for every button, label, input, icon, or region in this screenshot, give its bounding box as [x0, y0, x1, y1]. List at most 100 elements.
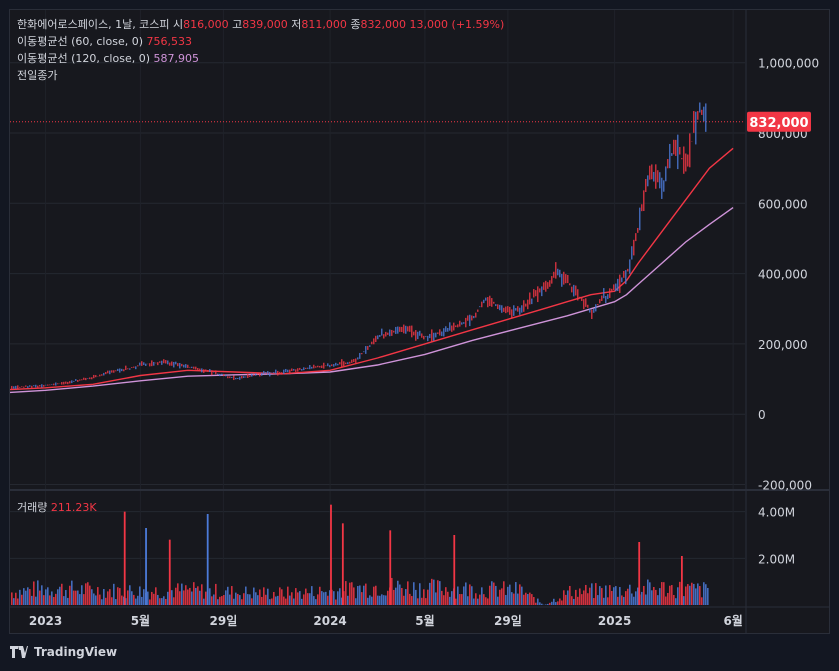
volume-bar — [25, 590, 27, 605]
volume-bar — [461, 594, 463, 605]
volume-bar — [353, 587, 355, 605]
volume-bar — [633, 596, 635, 605]
volume-bar — [483, 594, 485, 605]
volume-bar — [143, 589, 145, 605]
volume-bar — [253, 587, 255, 605]
volume-tick-label: 4.00M — [758, 506, 795, 520]
volume-bar — [597, 595, 599, 605]
volume-bar — [609, 585, 611, 605]
volume-bar — [521, 586, 523, 605]
volume-bar — [323, 592, 325, 605]
volume-bar — [431, 578, 433, 605]
volume-bar — [209, 588, 211, 605]
volume-bar — [367, 597, 369, 605]
volume-bar — [303, 594, 305, 605]
volume-bar — [401, 588, 403, 605]
price-tick-label: 0 — [758, 408, 766, 422]
volume-bar — [487, 598, 489, 605]
volume-bar — [247, 594, 249, 605]
volume-spike-bar — [680, 556, 683, 605]
volume-bar — [485, 597, 487, 605]
time-tick-label: 29일 — [210, 614, 238, 628]
volume-bar — [63, 596, 65, 605]
volume-bar — [393, 589, 395, 605]
ma120-legend[interactable]: 이동평균선 (120, close, 0) 587,905 — [17, 51, 199, 67]
volume-bar — [13, 598, 15, 605]
volume-bar — [565, 594, 567, 605]
volume-bar — [27, 587, 29, 605]
volume-bar — [421, 597, 423, 605]
volume-bar — [157, 594, 159, 605]
volume-bar — [187, 589, 189, 605]
volume-bar — [295, 588, 297, 605]
volume-bar — [669, 585, 671, 605]
volume-bar — [81, 585, 83, 605]
open-label: 시 — [173, 18, 184, 31]
volume-bar — [309, 593, 311, 605]
volume-bar — [45, 589, 47, 605]
volume-bar — [17, 598, 19, 605]
volume-bar — [161, 598, 163, 605]
volume-bar — [203, 598, 205, 605]
volume-bar — [19, 589, 21, 605]
volume-bar — [697, 583, 699, 605]
volume-spike-bar — [389, 530, 392, 605]
volume-bar — [255, 592, 257, 605]
volume-bar — [263, 587, 265, 605]
volume-bar — [101, 599, 103, 605]
volume-bar — [397, 580, 399, 605]
volume-bar — [319, 586, 321, 605]
volume-bar — [573, 598, 575, 605]
volume-bar — [337, 591, 339, 605]
volume-bar — [585, 584, 587, 605]
volume-bar — [219, 596, 221, 605]
volume-bar — [205, 591, 207, 605]
volume-bar — [257, 595, 259, 605]
volume-bar — [587, 593, 589, 605]
volume-legend[interactable]: 거래량 211.23K — [17, 500, 97, 516]
volume-bar — [555, 602, 557, 605]
volume-bar — [491, 581, 493, 605]
volume-bar — [559, 598, 561, 605]
volume-bar — [287, 586, 289, 605]
volume-bar — [107, 591, 109, 605]
volume-bar — [637, 587, 639, 605]
volume-bar — [241, 599, 243, 605]
volume-bar — [439, 581, 441, 605]
volume-spike-bar — [206, 514, 209, 605]
volume-bar — [647, 579, 649, 605]
volume-bar — [603, 597, 605, 605]
volume-bar — [519, 584, 521, 605]
volume-spike-bar — [168, 539, 171, 605]
volume-bar — [691, 582, 693, 605]
volume-bar — [105, 597, 107, 605]
volume-bar — [21, 594, 23, 605]
volume-bar — [359, 585, 361, 605]
volume-bar — [643, 585, 645, 605]
volume-bar — [199, 590, 201, 605]
prev-close-legend[interactable]: 전일종가 — [17, 68, 57, 84]
volume-bar — [37, 580, 39, 605]
volume-bar — [577, 596, 579, 605]
ma60-legend[interactable]: 이동평균선 (60, close, 0) 756,533 — [17, 34, 192, 50]
volume-value: 211.23K — [50, 501, 97, 514]
volume-spike-bar — [453, 535, 456, 605]
volume-bar — [329, 590, 331, 605]
volume-spike-bar — [341, 523, 344, 605]
volume-bar — [307, 593, 309, 605]
tradingview-brand[interactable]: TradingView — [10, 645, 117, 659]
volume-bar — [607, 597, 609, 605]
volume-bar — [57, 589, 59, 605]
volume-bar — [139, 586, 141, 605]
volume-bar — [117, 587, 119, 605]
ma120-label: 이동평균선 (120, close, 0) — [17, 52, 150, 65]
volume-bar — [51, 591, 53, 605]
volume-bar — [511, 592, 513, 605]
volume-bar — [11, 592, 13, 605]
volume-bar — [141, 596, 143, 605]
volume-bar — [571, 596, 573, 605]
volume-bar — [589, 587, 591, 605]
volume-bar — [227, 586, 229, 605]
volume-bar — [89, 585, 91, 605]
